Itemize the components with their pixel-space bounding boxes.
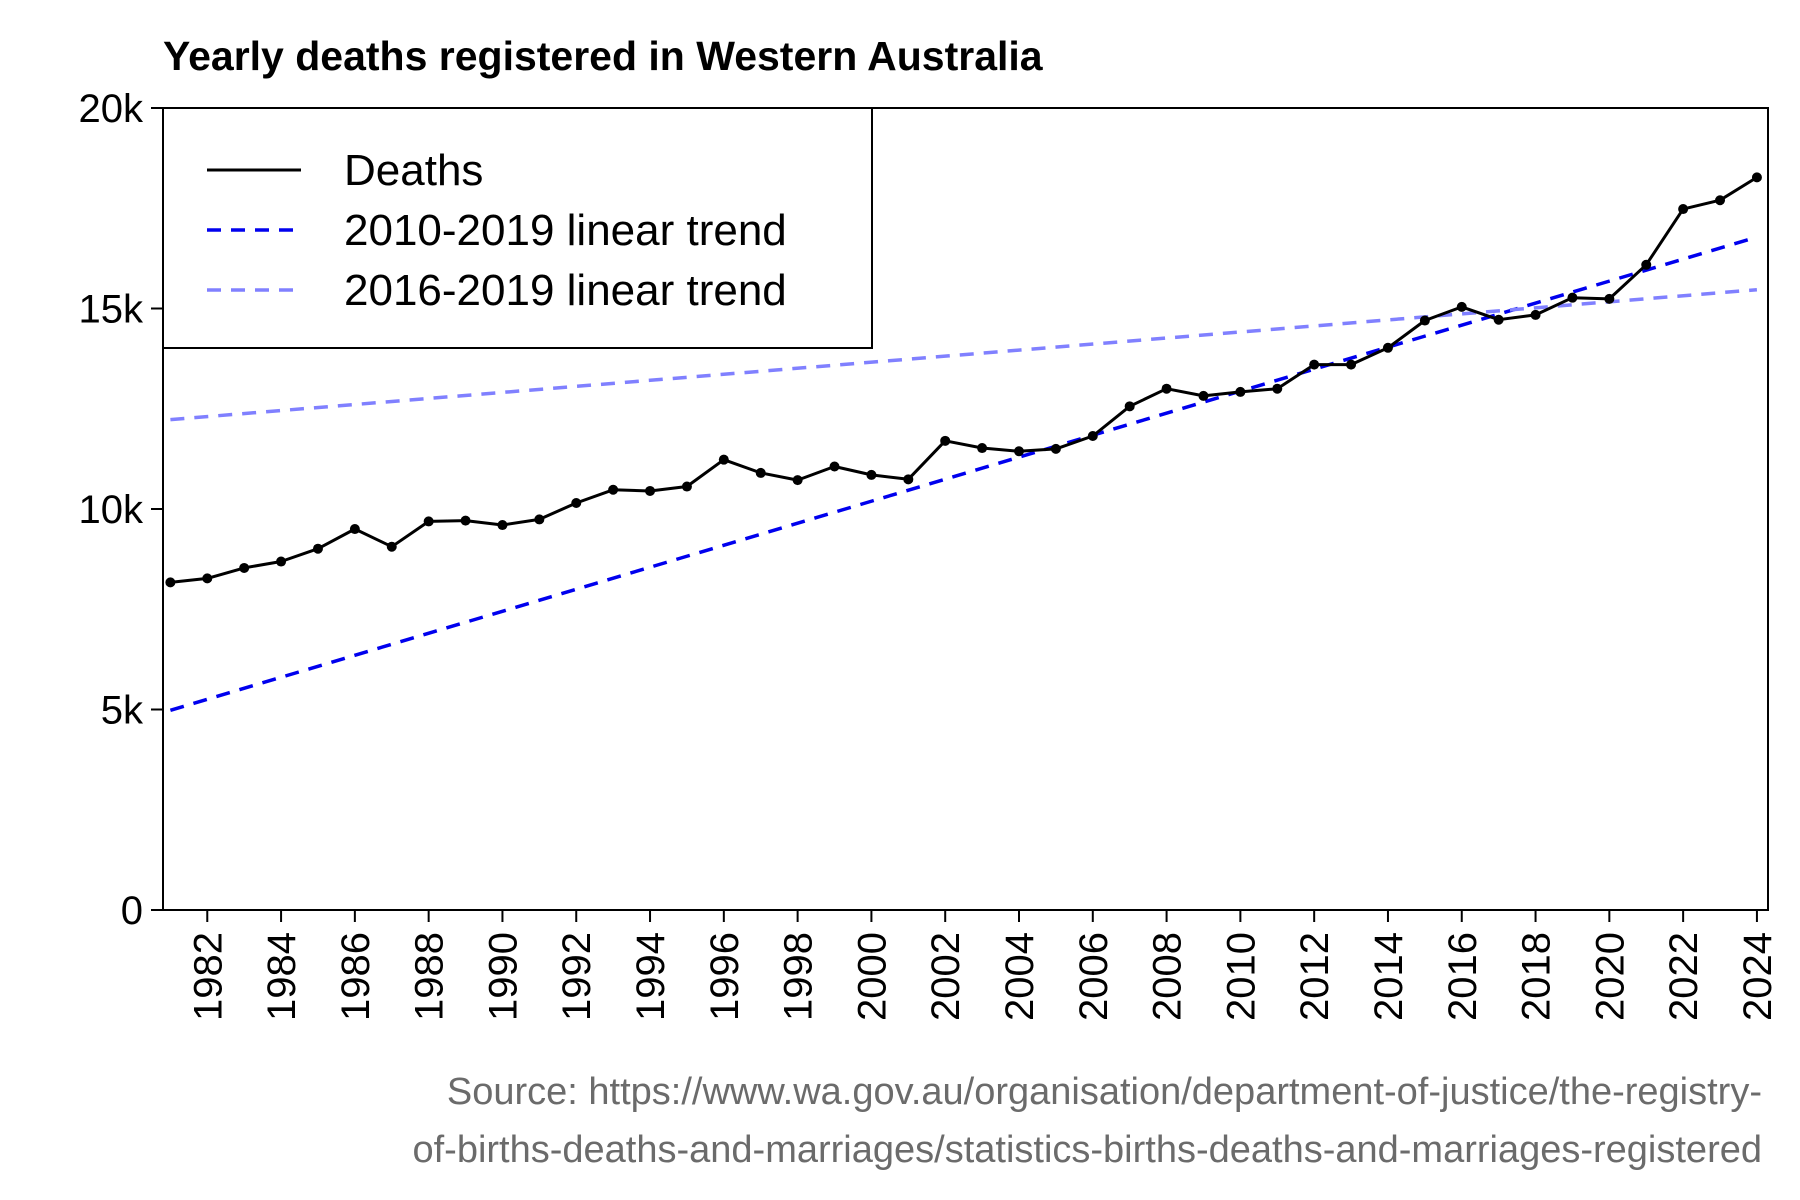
- x-tick-label: 1982: [186, 932, 230, 1021]
- axes: 0 5k 10k 15k 20k 1982 1984 1986 1988 1990 1992 1994…: [79, 87, 1780, 1021]
- data-point: [571, 497, 582, 508]
- x-tick-label: 2016: [1441, 932, 1485, 1021]
- x-tick-label: 1992: [555, 932, 599, 1021]
- source-line-2: of-births-deaths-and-marriages/statistic…: [412, 1129, 1762, 1171]
- y-tick-label: 0: [121, 889, 143, 933]
- legend-label: 2016-2019 linear trend: [344, 266, 787, 315]
- data-point: [792, 475, 803, 486]
- data-point: [977, 443, 988, 454]
- data-point: [1235, 386, 1246, 397]
- y-tick-label: 5k: [101, 689, 144, 733]
- data-point: [239, 562, 250, 573]
- legend: Deaths 2010-2019 linear trend 2016-2019 li…: [162, 107, 873, 349]
- data-point: [1419, 315, 1430, 326]
- data-point: [1014, 446, 1024, 457]
- x-tick-label: 2006: [1072, 932, 1116, 1021]
- data-point: [1493, 314, 1504, 325]
- x-tick-label: 2008: [1146, 932, 1190, 1021]
- data-point: [1604, 293, 1615, 304]
- x-tick-label: 2000: [850, 932, 894, 1021]
- x-tick-label: 2014: [1367, 932, 1411, 1021]
- data-point: [460, 515, 471, 526]
- x-tick-label: 2012: [1293, 932, 1337, 1021]
- x-tick-label: 1986: [334, 932, 378, 1021]
- data-point: [1715, 195, 1726, 206]
- data-point: [497, 520, 508, 531]
- data-point: [1124, 401, 1135, 412]
- x-tick-label: 2018: [1515, 932, 1559, 1021]
- data-point: [1198, 390, 1209, 401]
- data-point: [718, 454, 729, 465]
- data-point: [1272, 383, 1283, 394]
- x-tick-label: 2004: [998, 932, 1042, 1021]
- data-point: [1161, 383, 1172, 394]
- x-tick-label: 1996: [703, 932, 747, 1021]
- data-point: [1641, 259, 1652, 270]
- data-point: [386, 541, 397, 552]
- data-point: [165, 577, 176, 588]
- data-point: [1309, 359, 1320, 370]
- data-point: [276, 556, 287, 567]
- series-line-2016-2019-linear-trend: [170, 287, 1758, 422]
- legend-label: Deaths: [344, 146, 483, 195]
- data-point: [534, 514, 545, 525]
- data-point: [1751, 172, 1762, 183]
- chart-title: Yearly deaths registered in Western Aust…: [163, 33, 1044, 79]
- legend-label: 2010-2019 linear trend: [344, 206, 787, 255]
- data-point: [1087, 431, 1098, 442]
- source-line-1: Source: https://www.wa.gov.au/organisati…: [447, 1071, 1762, 1113]
- legend-box: [162, 107, 873, 349]
- x-tick-label: 1990: [481, 932, 525, 1021]
- data-point: [1456, 301, 1467, 312]
- data-point: [1678, 204, 1689, 215]
- x-tick-label: 2020: [1588, 932, 1632, 1021]
- x-tick-label: 2002: [924, 932, 968, 1021]
- data-point: [1050, 443, 1061, 454]
- y-tick-label: 10k: [79, 488, 144, 532]
- data-point: [645, 485, 656, 496]
- data-point: [866, 469, 877, 480]
- y-tick-label: 15k: [79, 288, 144, 332]
- series-layer: [165, 172, 1762, 712]
- data-point: [312, 543, 323, 554]
- data-point: [1346, 359, 1357, 370]
- data-point: [1530, 309, 1541, 320]
- data-point: [423, 516, 434, 527]
- x-tick-label: 2010: [1219, 932, 1263, 1021]
- x-tick-label: 1988: [408, 932, 452, 1021]
- data-point: [608, 484, 619, 495]
- x-tick-label: 1998: [777, 932, 821, 1021]
- data-point: [202, 573, 213, 584]
- y-tick-label: 20k: [79, 87, 144, 131]
- data-point: [1382, 342, 1393, 353]
- x-tick-label: 2022: [1662, 932, 1706, 1021]
- data-point: [940, 435, 951, 446]
- x-tick-label: 1994: [629, 932, 673, 1021]
- data-point: [349, 524, 360, 535]
- series-line-deaths: [170, 176, 1758, 584]
- data-point: [755, 467, 766, 478]
- data-point: [681, 481, 692, 492]
- data-point: [829, 461, 840, 472]
- data-point: [903, 474, 914, 485]
- x-tick-label: 1984: [260, 932, 304, 1021]
- data-point: [1567, 292, 1578, 303]
- x-tick-label: 2024: [1736, 932, 1780, 1021]
